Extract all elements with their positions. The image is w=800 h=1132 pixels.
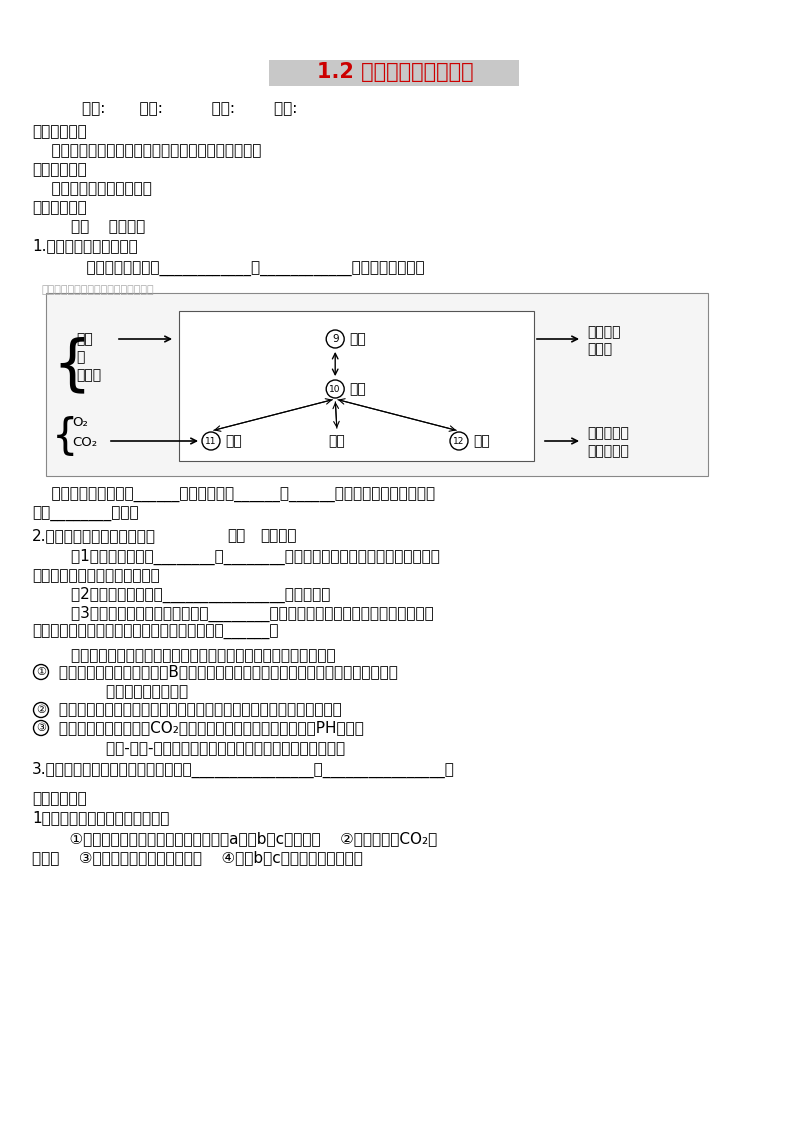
Text: 害无益    ③组织液中的物质是有变化的    ④过程b或c受阻可导致组织水肿: 害无益 ③组织液中的物质是有变化的 ④过程b或c受阻可导致组织水肿	[32, 850, 363, 865]
Text: 系统: 系统	[349, 381, 366, 396]
Text: 内环境稳态及其生理意义: 内环境稳态及其生理意义	[32, 181, 152, 196]
Text: 9: 9	[332, 334, 338, 344]
Bar	[46, 293, 708, 475]
Text: 统分工合作、协调统一实现的。: 统分工合作、协调统一实现的。	[32, 568, 160, 583]
Text: 无机盐: 无机盐	[76, 368, 101, 381]
Text: （2）主要调节机制：________________调节网络。: （2）主要调节机制：________________调节网络。	[32, 588, 330, 603]
Text: 1.内环境的动态变化特点: 1.内环境的动态变化特点	[32, 238, 138, 252]
Text: 人体各器官、系统协调一致的正常运行是维持内环境稳态的基础。: 人体各器官、系统协调一致的正常运行是维持内环境稳态的基础。	[32, 648, 336, 663]
Text: 当某人胰岛细胞受损，胰岛B细胞分泌胰岛素比较少时，血糖浓度升高，超过了正常: 当某人胰岛细胞受损，胰岛B细胞分泌胰岛素比较少时，血糖浓度升高，超过了正常	[54, 664, 398, 679]
Text: 值，就会患糖尿病。: 值，就会患糖尿病。	[67, 684, 188, 698]
Text: 系统: 系统	[349, 332, 366, 346]
Text: 一、    基础感知: 一、 基础感知	[32, 218, 146, 234]
Text: 水和无机盐: 水和无机盐	[587, 444, 629, 458]
Text: 标号: 标号	[227, 528, 246, 543]
Text: 处填空。: 处填空。	[260, 528, 297, 543]
Text: 1.2 内环境稳态的重要性: 1.2 内环境稳态的重要性	[317, 62, 474, 82]
Text: 细胞: 细胞	[329, 434, 346, 448]
Text: {: {	[52, 415, 78, 458]
Text: 食物: 食物	[76, 332, 93, 346]
Text: 系统: 系统	[225, 434, 242, 448]
Text: {: {	[52, 336, 91, 395]
FancyBboxPatch shape	[269, 60, 519, 86]
Text: CO₂: CO₂	[72, 436, 97, 448]
Text: 未被吸收: 未被吸收	[587, 325, 621, 338]
Text: ③: ③	[36, 723, 46, 734]
Text: 2.对稳态调节机制的认识，在: 2.对稳态调节机制的认识，在	[32, 528, 156, 543]
Text: 烈，或人体自身调节功能出现障碍时，均会遇到______。: 烈，或人体自身调节功能出现障碍时，均会遇到______。	[32, 625, 278, 640]
Bar	[179, 311, 534, 461]
Text: 【重点难点】: 【重点难点】	[32, 162, 86, 177]
Text: 稳态：正常机体通过______作用，使各个______、______协调活动，共同维持内环: 稳态：正常机体通过______作用，使各个______、______协调活动，共…	[32, 488, 435, 503]
Text: 【导学流程】: 【导学流程】	[32, 200, 86, 215]
Text: 动态变化：内环境____________和____________处于动态平衡中。: 动态变化：内环境____________和____________处于动态平衡中…	[67, 261, 425, 277]
Text: 10: 10	[330, 385, 341, 394]
Text: ①: ①	[36, 667, 46, 677]
Text: 有人患肺气肿，体内的CO₂不能及时排出，长期这样会时血浆PH下降。: 有人患肺气肿，体内的CO₂不能及时排出，长期这样会时血浆PH下降。	[54, 720, 364, 736]
Text: 说明内环境稳态及其生理意义，简述稳态的调节机制: 说明内环境稳态及其生理意义，简述稳态的调节机制	[32, 143, 262, 158]
Text: 系统: 系统	[473, 434, 490, 448]
Text: 以图形式表示内环境各成分的关系图。: 以图形式表示内环境各成分的关系图。	[42, 285, 154, 295]
Text: 3.内环境稳态的重要意义：是机体进行________________的________________。: 3.内环境稳态的重要意义：是机体进行________________的_____…	[32, 762, 455, 778]
Text: （3）稳态失调：人体维持稳态的________是有一定限度的，当外界环境变化过于则: （3）稳态失调：人体维持稳态的________是有一定限度的，当外界环境变化过于…	[32, 606, 434, 623]
Text: 水: 水	[76, 350, 84, 365]
Text: 11: 11	[206, 437, 217, 446]
Text: ②: ②	[36, 705, 46, 715]
Text: 神经-体液-免疫调节网络是机体维持稳态的主要调节机制。: 神经-体液-免疫调节网络是机体维持稳态的主要调节机制。	[67, 741, 345, 756]
Text: 班级:       姓名:          小组:        评价:: 班级: 姓名: 小组: 评价:	[82, 101, 298, 115]
Text: 的物质: 的物质	[587, 342, 612, 355]
Text: 1、根据下图判断，正确的描述是: 1、根据下图判断，正确的描述是	[32, 811, 170, 825]
Text: ①对于组织细胞的正常生理活动，过程a过程b和c更为重要    ②组织液中的CO₂有: ①对于组织细胞的正常生理活动，过程a过程b和c更为重要 ②组织液中的CO₂有	[50, 831, 438, 846]
Text: 肾脏是形成尿液的器官，当发生发生肾功能衰竭时，就会出现尿毒症。: 肾脏是形成尿液的器官，当发生发生肾功能衰竭时，就会出现尿毒症。	[54, 703, 342, 718]
Text: 【例题精析】: 【例题精析】	[32, 791, 86, 806]
Text: 【学习目标】: 【学习目标】	[32, 125, 86, 139]
Text: （1）经典解释：在________和________的共同作用下，通过机体各种器官、系: （1）经典解释：在________和________的共同作用下，通过机体各种器…	[32, 549, 440, 565]
Text: 有机废物、: 有机废物、	[587, 426, 629, 440]
Text: 境的________状态。: 境的________状态。	[32, 507, 138, 522]
Text: O₂: O₂	[72, 417, 88, 429]
Text: 12: 12	[454, 437, 465, 446]
